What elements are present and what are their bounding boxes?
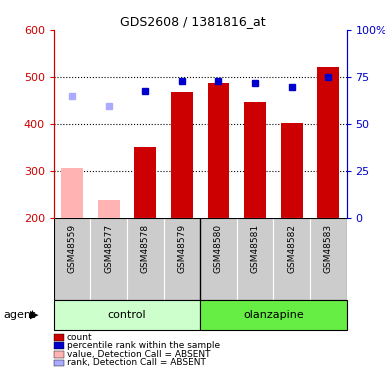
- Text: GSM48559: GSM48559: [68, 224, 77, 273]
- Text: GSM48579: GSM48579: [177, 224, 186, 273]
- Text: rank, Detection Call = ABSENT: rank, Detection Call = ABSENT: [67, 358, 206, 368]
- Bar: [244, 102, 266, 217]
- Text: percentile rank within the sample: percentile rank within the sample: [67, 341, 220, 350]
- Bar: [310, 217, 346, 300]
- Text: value, Detection Call = ABSENT: value, Detection Call = ABSENT: [67, 350, 210, 359]
- Bar: [164, 217, 200, 300]
- Bar: [200, 300, 346, 330]
- Text: control: control: [108, 310, 146, 320]
- Bar: [54, 217, 90, 300]
- Bar: [171, 92, 193, 218]
- Text: GSM48580: GSM48580: [214, 224, 223, 273]
- Bar: [208, 83, 229, 218]
- Bar: [237, 217, 273, 300]
- Text: olanzapine: olanzapine: [243, 310, 304, 320]
- Bar: [98, 200, 120, 217]
- Text: GSM48578: GSM48578: [141, 224, 150, 273]
- Bar: [61, 168, 83, 217]
- Text: GSM48582: GSM48582: [287, 224, 296, 273]
- Bar: [134, 147, 156, 218]
- Text: ▶: ▶: [30, 310, 39, 320]
- Bar: [317, 67, 339, 218]
- Text: GSM48581: GSM48581: [251, 224, 259, 273]
- Text: agent: agent: [4, 310, 36, 320]
- Bar: [281, 123, 303, 218]
- Text: GSM48583: GSM48583: [324, 224, 333, 273]
- Bar: [90, 217, 127, 300]
- Bar: [200, 217, 237, 300]
- Bar: [127, 217, 164, 300]
- Text: GSM48577: GSM48577: [104, 224, 113, 273]
- Text: GDS2608 / 1381816_at: GDS2608 / 1381816_at: [120, 15, 265, 28]
- Bar: [273, 217, 310, 300]
- Bar: [54, 300, 200, 330]
- Text: count: count: [67, 333, 92, 342]
